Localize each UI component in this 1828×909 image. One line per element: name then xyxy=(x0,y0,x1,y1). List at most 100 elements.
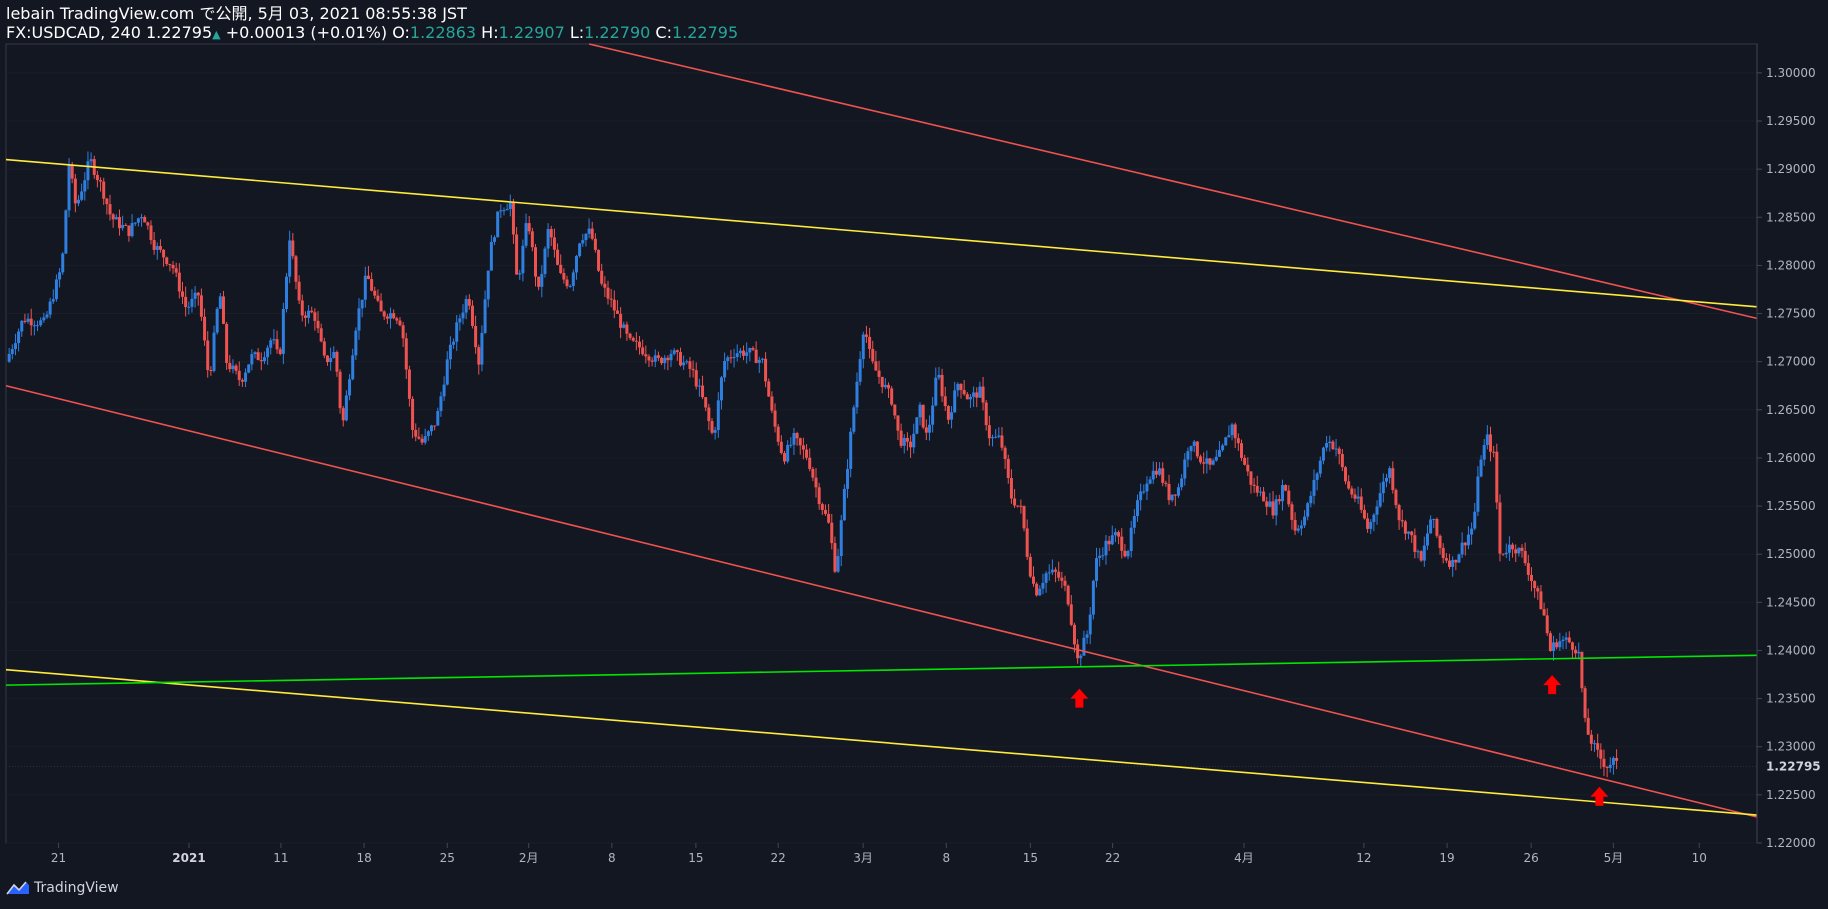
candle-body xyxy=(221,296,225,324)
time-tick-label: 15 xyxy=(1023,851,1038,865)
candle-body xyxy=(565,279,569,287)
candle-body xyxy=(272,339,276,341)
lower-red-trendline[interactable] xyxy=(5,384,1758,818)
candle-body xyxy=(883,384,887,388)
time-tick-label: 25 xyxy=(440,851,455,865)
candle-body xyxy=(571,272,575,287)
candle-body xyxy=(1271,501,1275,516)
candle-body xyxy=(407,369,411,399)
candle-body xyxy=(385,316,389,319)
price-tick-label: 1.30000 xyxy=(1766,66,1816,80)
candle-body xyxy=(363,275,367,300)
candle-body xyxy=(518,273,522,275)
trendlines[interactable] xyxy=(5,43,1758,818)
candle-body xyxy=(165,257,169,265)
candle-body xyxy=(1258,491,1262,493)
grid xyxy=(6,72,1757,844)
candle-body xyxy=(827,513,831,523)
candle-body xyxy=(395,318,399,321)
candle-body xyxy=(723,360,727,378)
candle-body xyxy=(1199,456,1203,463)
candle-body xyxy=(609,298,613,300)
candle-body xyxy=(1507,544,1511,553)
candle-body xyxy=(524,223,528,246)
candle-body xyxy=(215,308,219,333)
candle-body xyxy=(1101,555,1105,557)
candle-body xyxy=(105,198,109,205)
candle-body xyxy=(486,270,490,300)
candle-body xyxy=(666,357,670,361)
chart-header: lebain TradingView.com で公開, 5月 03, 2021 … xyxy=(6,4,738,44)
candle-body xyxy=(798,438,802,446)
candle-body xyxy=(959,383,963,390)
candle-body xyxy=(269,340,273,348)
open-label: O: xyxy=(392,23,410,42)
candle-body xyxy=(634,340,638,342)
candle-body xyxy=(710,421,714,433)
candle-body xyxy=(820,504,824,510)
candle-body xyxy=(760,358,764,360)
time-tick-label: 18 xyxy=(356,851,371,865)
candle-body xyxy=(694,370,698,387)
candle-body xyxy=(458,318,462,323)
candle-body xyxy=(691,368,695,371)
candle-body xyxy=(1016,505,1020,507)
candle-body xyxy=(423,436,427,443)
up-triangle-icon: ▲ xyxy=(212,28,221,41)
candle-body xyxy=(237,370,241,380)
candle-body xyxy=(508,202,512,209)
candle-body xyxy=(1529,574,1533,582)
candle-body xyxy=(382,311,386,317)
candle-body xyxy=(556,249,560,265)
candle-body xyxy=(1113,532,1117,536)
candle-body xyxy=(445,359,449,385)
upper-red-trendline[interactable] xyxy=(588,43,1758,320)
candle-body xyxy=(143,217,147,223)
candle-body xyxy=(467,299,471,306)
candle-body xyxy=(1031,576,1035,584)
candle-body xyxy=(1567,637,1571,643)
candle-body xyxy=(392,313,396,319)
candle-body xyxy=(1369,521,1373,529)
candle-body xyxy=(877,370,881,377)
candle-body xyxy=(716,400,720,431)
upper-yellow-trendline[interactable] xyxy=(5,158,1758,308)
candle-body xyxy=(1148,479,1152,484)
candle-body xyxy=(1438,535,1442,548)
time-tick-label: 12 xyxy=(1356,851,1371,865)
candle-body xyxy=(1167,483,1171,501)
time-tick-label: 22 xyxy=(1105,851,1120,865)
ohlc-line: FX:USDCAD, 240 1.22795▲ +0.00013 (+0.01%… xyxy=(6,23,738,44)
time-tick-label: 26 xyxy=(1523,851,1538,865)
candle-body xyxy=(1000,435,1004,448)
candle-body xyxy=(474,325,478,348)
green-support-line[interactable] xyxy=(5,654,1758,686)
candle-body xyxy=(1252,484,1256,486)
candle-body xyxy=(253,352,257,355)
candle-body xyxy=(940,374,944,397)
symbol-label: FX:USDCAD, 240 xyxy=(6,23,141,42)
price-axis[interactable]: 1.30000 1.29500 1.29000 1.28500 1.28000 1.275… xyxy=(1756,44,1828,850)
candle-body xyxy=(1315,473,1319,480)
candle-body xyxy=(921,404,925,428)
candle-body xyxy=(1561,639,1565,642)
candle-body xyxy=(240,379,244,382)
candle-body xyxy=(861,334,865,360)
candle-body xyxy=(360,299,364,309)
candle-body xyxy=(370,279,374,291)
candle-body xyxy=(956,383,960,391)
lower-yellow-trendline[interactable] xyxy=(5,668,1758,816)
candle-body xyxy=(1098,555,1102,559)
candle-body xyxy=(1580,651,1584,689)
candle-body xyxy=(23,320,27,322)
candle-body xyxy=(1366,518,1370,529)
candle-body xyxy=(464,299,468,313)
plot-area[interactable] xyxy=(5,43,1758,844)
candle-body xyxy=(1189,446,1193,452)
footer-brand[interactable]: TradingView xyxy=(6,880,119,896)
time-axis[interactable]: 21 2021 11 18 25 2月 8 15 22 3月 8 15 22 4月 12 19 26 5月 10 xyxy=(51,843,1707,865)
candle-body xyxy=(58,272,62,280)
candle-body xyxy=(426,431,430,437)
candle-body xyxy=(953,390,957,413)
